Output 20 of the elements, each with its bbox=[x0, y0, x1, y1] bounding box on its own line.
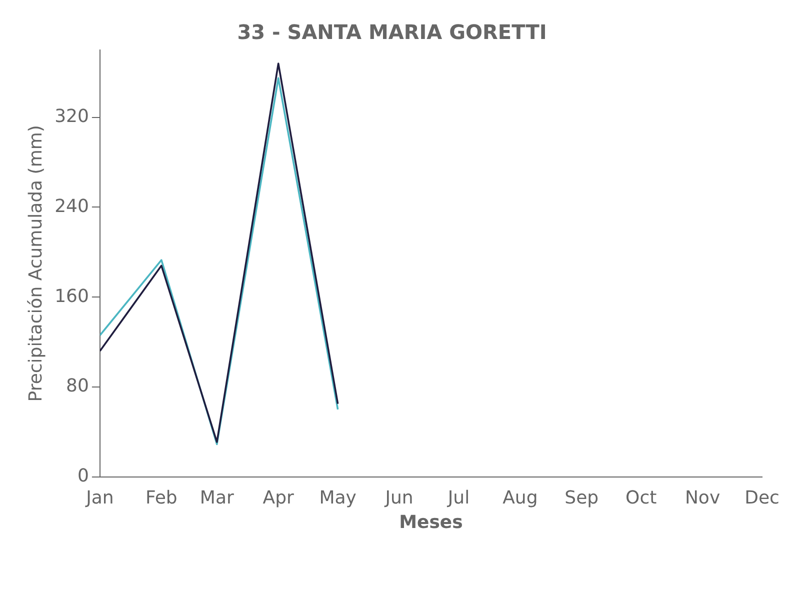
x-tick-label: Apr bbox=[262, 487, 295, 508]
x-tick-label: Sep bbox=[564, 487, 599, 508]
y-axis-title: Precipitación Acumulada (mm) bbox=[25, 125, 46, 402]
x-tick-label: Jul bbox=[446, 487, 470, 508]
x-tick-label: Mar bbox=[200, 487, 234, 508]
x-tick-label: Oct bbox=[626, 487, 657, 508]
x-tick-label: Jun bbox=[384, 487, 414, 508]
y-tick-label: 320 bbox=[54, 106, 89, 128]
x-tick-label: Nov bbox=[684, 487, 720, 508]
x-tick-label: Jan bbox=[85, 487, 114, 508]
x-tick-label: May bbox=[319, 487, 357, 508]
chart-title: 33 - SANTA MARIA GORETTI bbox=[237, 20, 547, 44]
y-tick-label: 0 bbox=[78, 465, 89, 486]
x-tick-label: Feb bbox=[145, 487, 178, 508]
x-tick-label: Dec bbox=[744, 487, 780, 508]
y-tick-label: 80 bbox=[66, 376, 89, 397]
y-tick-label: 240 bbox=[54, 196, 89, 217]
x-tick-label: Aug bbox=[502, 487, 538, 508]
x-axis-title: Meses bbox=[399, 512, 463, 533]
y-tick-label: 160 bbox=[54, 286, 89, 307]
